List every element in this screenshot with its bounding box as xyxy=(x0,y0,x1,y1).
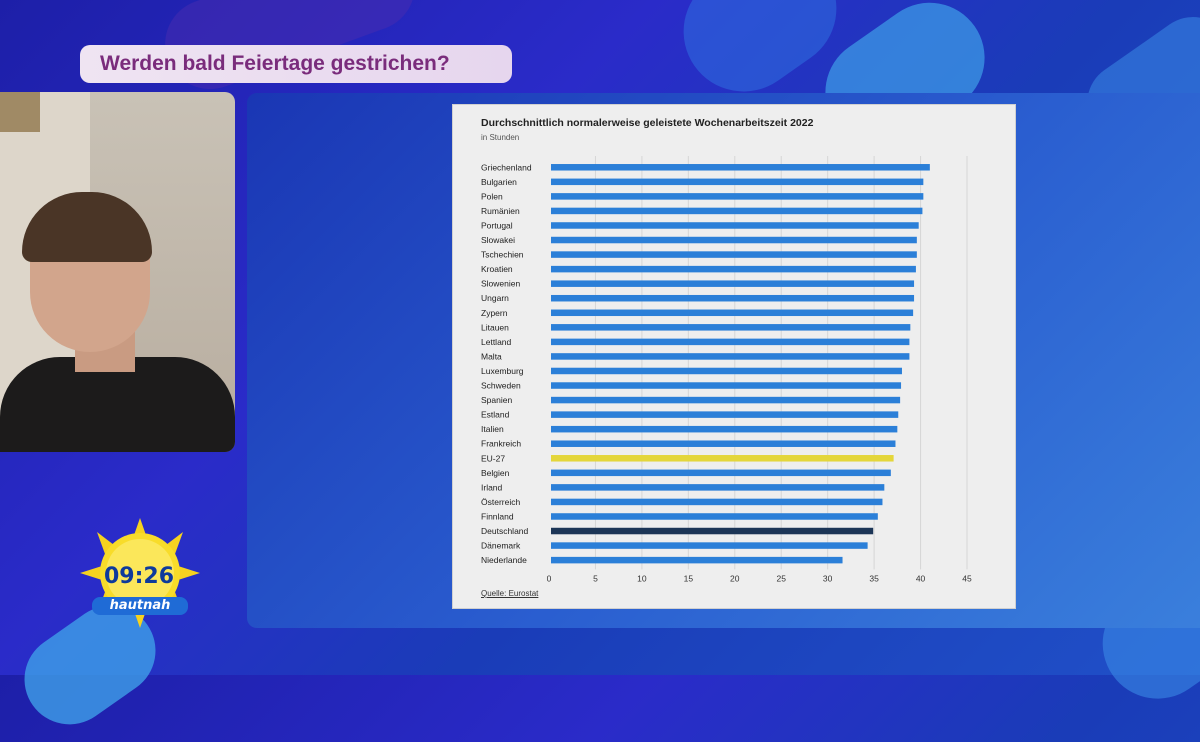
category-label: Litauen xyxy=(481,322,509,332)
bar xyxy=(551,367,902,375)
category-label: Dänemark xyxy=(481,541,521,551)
bar xyxy=(551,294,915,302)
presenter-video xyxy=(0,92,235,452)
x-tick-label: 45 xyxy=(962,573,972,583)
category-label: Italien xyxy=(481,424,504,434)
category-label: Kroatien xyxy=(481,264,513,274)
category-label: Slowenien xyxy=(481,279,520,289)
bar xyxy=(551,513,878,520)
bar xyxy=(551,498,883,506)
category-label: Lettland xyxy=(481,337,512,347)
category-label: Zypern xyxy=(481,308,508,318)
category-label: Slowakei xyxy=(481,235,515,245)
bar xyxy=(551,542,868,549)
bar-chart: 0 5 10 15 20 25 30 35 40 45 Griechenland Bulgarien P… xyxy=(481,156,972,583)
bar xyxy=(551,338,910,346)
bar xyxy=(551,193,924,200)
x-tick-label: 0 xyxy=(547,573,552,583)
bar xyxy=(551,411,899,418)
brand-label: hautnah xyxy=(92,597,188,615)
bar xyxy=(551,164,930,171)
category-label: Niederlande xyxy=(481,555,527,565)
bar xyxy=(551,324,911,331)
x-tick-label: 10 xyxy=(637,573,647,583)
category-label: Irland xyxy=(481,482,503,492)
bar xyxy=(551,396,901,404)
show-logo: 09:26 hautnah xyxy=(80,518,200,628)
category-label: EU-27 xyxy=(481,453,505,463)
category-label: Finnland xyxy=(481,511,514,521)
bar xyxy=(551,178,924,186)
x-tick-label: 15 xyxy=(684,573,694,583)
chart-title: Durchschnittlich normalerweise geleistet… xyxy=(481,117,814,129)
presenter-torso xyxy=(0,357,235,452)
bar xyxy=(551,251,917,258)
bar xyxy=(551,309,914,317)
chart-source-link[interactable]: Quelle: Eurostat xyxy=(481,589,539,598)
category-label: Griechenland xyxy=(481,162,532,172)
category-label: Bulgarien xyxy=(481,177,517,187)
clock-display: 09:26 xyxy=(103,564,175,589)
bar xyxy=(551,280,915,287)
bar xyxy=(551,236,917,244)
bar xyxy=(551,469,891,477)
category-label: Portugal xyxy=(481,220,513,230)
category-label: Tschechien xyxy=(481,250,524,260)
bar xyxy=(551,207,923,215)
x-tick-label: 5 xyxy=(593,573,598,583)
category-label: Ungarn xyxy=(481,293,509,303)
picture-frame xyxy=(0,92,40,132)
x-tick-label: 20 xyxy=(730,573,740,583)
headline-banner: Werden bald Feiertage gestrichen? xyxy=(80,45,512,83)
category-label: Spanien xyxy=(481,395,512,405)
category-label: Belgien xyxy=(481,468,510,478)
chart-card: 0 5 10 15 20 25 30 35 40 45 Griechenland Bulgarien P… xyxy=(452,104,1016,609)
category-label: Polen xyxy=(481,191,503,201)
bar xyxy=(551,440,896,447)
bar xyxy=(551,353,910,360)
chart-subtitle: in Stunden xyxy=(481,133,520,142)
x-tick-label: 25 xyxy=(776,573,786,583)
category-label: Frankreich xyxy=(481,439,521,449)
bar xyxy=(551,484,885,491)
bar xyxy=(551,222,919,229)
category-label: Malta xyxy=(481,351,502,361)
category-label: Deutschland xyxy=(481,526,529,536)
x-tick-label: 30 xyxy=(823,573,833,583)
x-tick-label: 35 xyxy=(869,573,879,583)
bar xyxy=(551,556,843,564)
category-label: Luxemburg xyxy=(481,366,524,376)
category-label: Rumänien xyxy=(481,206,520,216)
category-label: Österreich xyxy=(481,497,520,507)
bar xyxy=(551,527,874,535)
bar xyxy=(551,265,916,273)
category-label: Estland xyxy=(481,410,510,420)
bar xyxy=(551,425,898,433)
bar xyxy=(551,382,902,389)
bar xyxy=(551,455,894,462)
category-label: Schweden xyxy=(481,381,521,391)
x-tick-label: 40 xyxy=(916,573,926,583)
